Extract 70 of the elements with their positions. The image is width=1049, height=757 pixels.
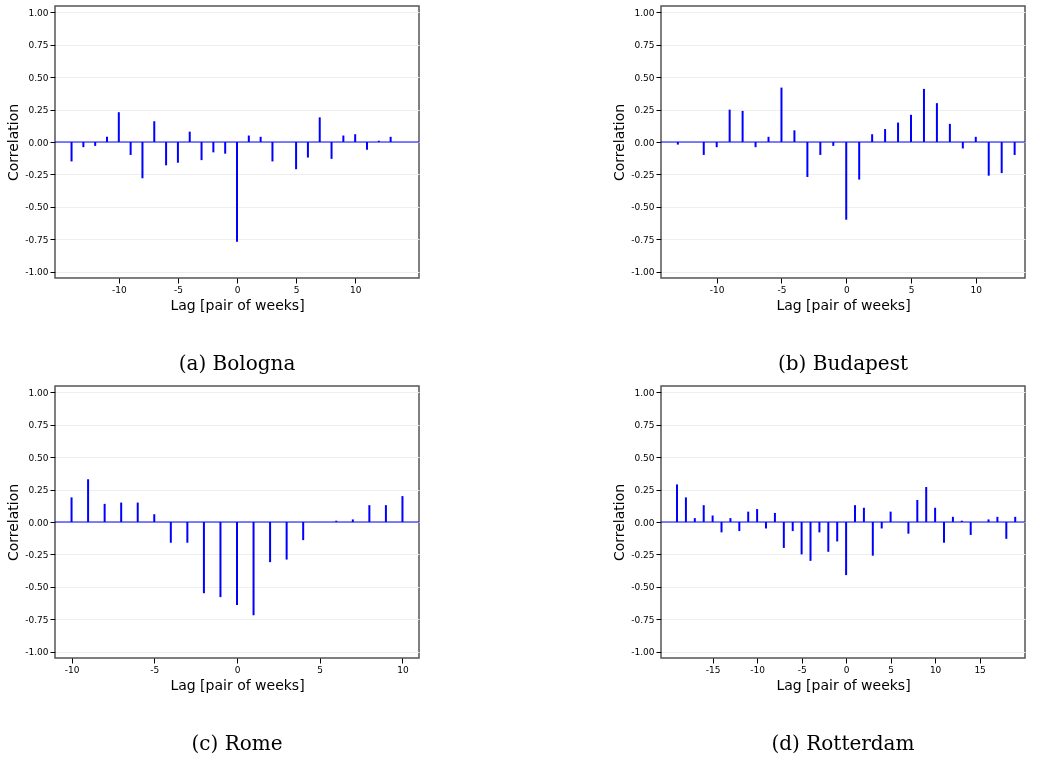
x-tick-label: 10	[397, 664, 409, 675]
y-tick-label: 0.75	[28, 420, 49, 431]
y-axis-title: Correlation	[611, 483, 628, 562]
y-tick-label: -0.25	[631, 169, 655, 180]
y-tick-label: -0.25	[25, 169, 49, 180]
x-tick-label: 0	[843, 284, 850, 295]
y-tick-label: 0.00	[28, 137, 49, 148]
y-tick-label: -0.25	[631, 549, 655, 560]
y-tick-label: -0.25	[25, 549, 49, 560]
x-tick-label: 0	[234, 664, 241, 675]
y-tick-label: -0.75	[25, 614, 49, 625]
x-axis-title: Lag [pair of weeks]	[170, 676, 305, 693]
x-tick-label: 5	[888, 664, 894, 675]
y-tick-label: 0.50	[28, 72, 49, 83]
x-tick-label: 0	[234, 284, 241, 295]
y-tick-label: 0.00	[28, 517, 49, 528]
y-tick-label: -0.75	[631, 234, 655, 245]
text: (a) Bologna	[178, 351, 296, 375]
y-tick-label: -0.75	[631, 614, 655, 625]
x-tick-label: -5	[797, 664, 807, 675]
y-tick-label: -0.50	[25, 582, 49, 593]
x-tick-label: -10	[709, 284, 725, 295]
x-tick-label: -15	[705, 664, 721, 675]
text: (c) Rome	[191, 731, 283, 755]
y-tick-label: 1.00	[634, 7, 655, 18]
x-tick-label: 15	[974, 664, 986, 675]
y-tick-label: -0.50	[25, 202, 49, 213]
x-axis-title: Lag [pair of weeks]	[170, 296, 305, 313]
y-tick-label: 1.00	[28, 387, 49, 398]
y-tick-label: -0.75	[25, 234, 49, 245]
y-tick-label: 0.50	[634, 452, 655, 463]
y-tick-label: -0.50	[631, 582, 655, 593]
y-axis-title: Correlation	[5, 483, 22, 562]
x-tick-label: -10	[64, 664, 80, 675]
y-tick-label: 0.00	[634, 517, 655, 528]
x-tick-label: 5	[293, 284, 300, 295]
x-tick-label: -5	[173, 284, 183, 295]
y-tick-label: -1.00	[631, 647, 655, 658]
y-tick-label: 0.75	[634, 420, 655, 431]
x-tick-label: 5	[317, 664, 324, 675]
x-axis-title: Lag [pair of weeks]	[776, 296, 911, 313]
y-axis-title: Correlation	[5, 103, 22, 182]
x-tick-label: 0	[843, 664, 850, 675]
y-tick-label: 0.00	[634, 137, 655, 148]
x-tick-label: -10	[111, 284, 127, 295]
y-tick-label: -1.00	[25, 267, 49, 278]
y-tick-label: 0.25	[28, 105, 49, 116]
x-tick-label: 10	[929, 664, 942, 675]
y-tick-label: -1.00	[25, 647, 49, 658]
x-axis-title: Lag [pair of weeks]	[776, 676, 911, 693]
x-tick-label: 10	[349, 284, 362, 295]
x-tick-label: -10	[750, 664, 766, 675]
x-tick-label: -5	[150, 664, 160, 675]
y-tick-label: 0.50	[28, 452, 49, 463]
x-tick-label: 10	[970, 284, 983, 295]
text: (b) Budapest	[777, 351, 909, 375]
y-tick-label: 0.50	[634, 72, 655, 83]
text: (d) Rotterdam	[771, 731, 915, 755]
y-tick-label: 0.75	[28, 40, 49, 51]
y-axis-title: Correlation	[611, 103, 628, 182]
y-tick-label: -1.00	[631, 267, 655, 278]
y-tick-label: 0.25	[634, 485, 655, 496]
y-tick-label: -0.50	[631, 202, 655, 213]
y-tick-label: 0.25	[634, 105, 655, 116]
y-tick-label: 1.00	[634, 387, 655, 398]
x-tick-label: 5	[908, 284, 915, 295]
x-tick-label: -5	[777, 284, 787, 295]
y-tick-label: 0.75	[634, 40, 655, 51]
y-tick-label: 0.25	[28, 485, 49, 496]
y-tick-label: 1.00	[28, 7, 49, 18]
